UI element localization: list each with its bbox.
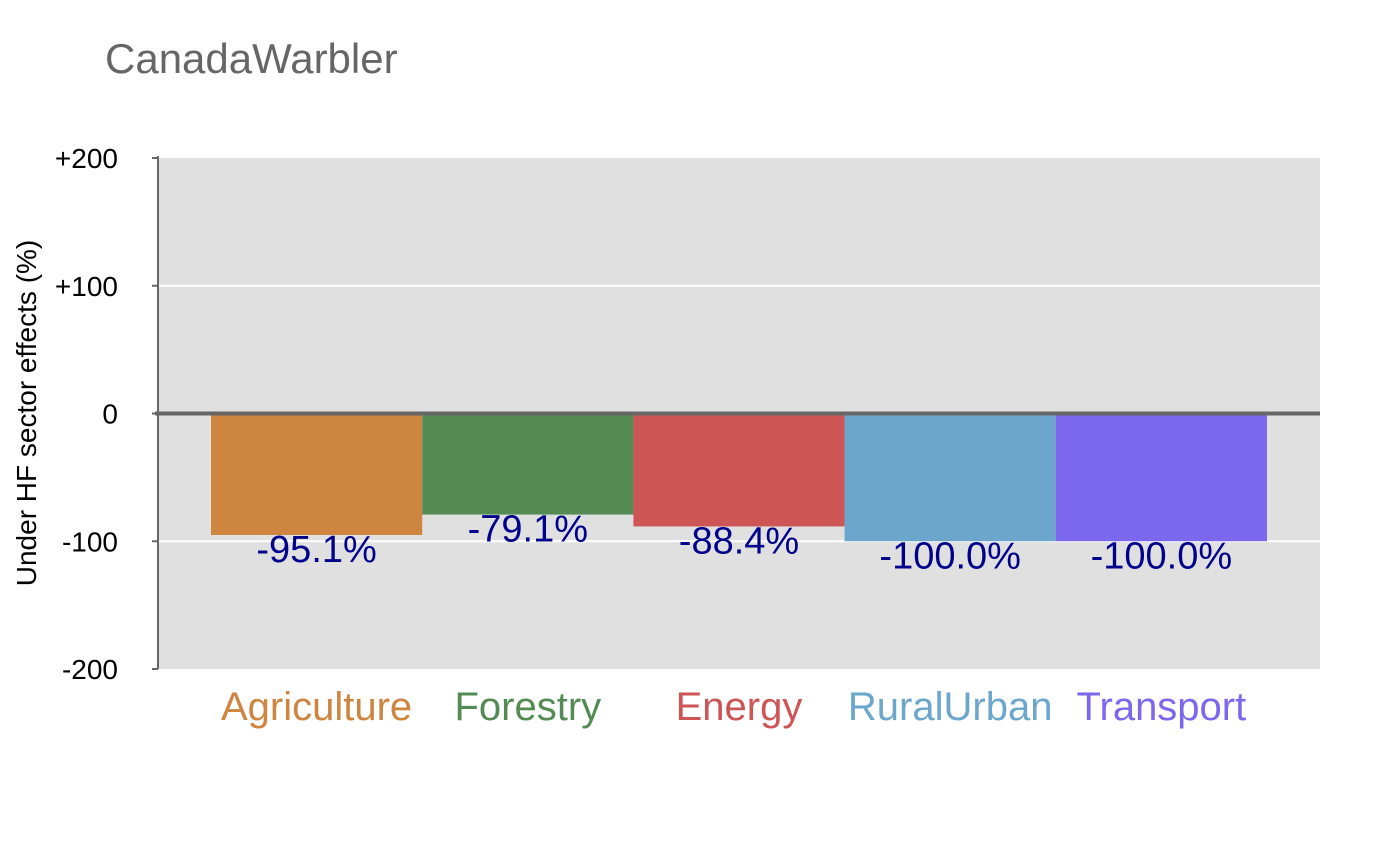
category-label-agriculture: Agriculture	[221, 685, 412, 729]
value-label-forestry: -79.1%	[468, 509, 588, 551]
y-tick-label: +100	[55, 271, 118, 302]
category-label-transport: Transport	[1077, 685, 1247, 729]
y-axis-title: Under HF sector effects (%)	[11, 240, 42, 586]
value-label-transport: -100.0%	[1091, 535, 1233, 577]
category-label-energy: Energy	[676, 685, 803, 729]
y-tick-label: -100	[62, 526, 118, 557]
category-label-ruralurban: RuralUrban	[848, 685, 1053, 729]
category-labels: Agriculture Forestry Energy RuralUrban Trans…	[221, 685, 1246, 729]
value-label-energy: -88.4%	[679, 520, 799, 562]
bar-agriculture	[211, 413, 423, 535]
value-labels: -95.1% -79.1% -88.4% -100.0% -100.0%	[256, 509, 1232, 578]
value-label-agriculture: -95.1%	[256, 529, 376, 571]
y-tick-label: -200	[62, 654, 118, 685]
y-tick-labels: +200 +100 0 -100 -200	[55, 143, 158, 685]
category-label-forestry: Forestry	[454, 685, 601, 729]
bar-transport	[1055, 413, 1267, 542]
y-tick-label: 0	[102, 399, 118, 430]
value-label-ruralurban: -100.0%	[879, 535, 1021, 577]
chart-title: CanadaWarbler	[105, 35, 398, 82]
bar-ruralurban	[844, 413, 1056, 542]
bar-forestry	[422, 413, 634, 515]
bar-energy	[633, 413, 845, 527]
bars	[211, 413, 1267, 542]
y-tick-label: +200	[55, 143, 118, 174]
